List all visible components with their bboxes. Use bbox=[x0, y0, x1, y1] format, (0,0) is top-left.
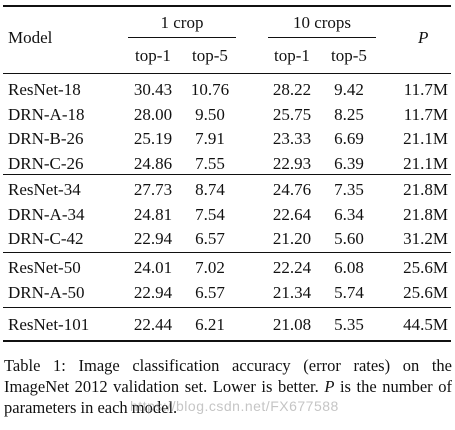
cell-1crop-top5: 6.57 bbox=[195, 282, 225, 302]
cell-params: 11.7M bbox=[403, 104, 448, 124]
table-bottom-rule bbox=[3, 340, 451, 342]
cell-model: ResNet-34 bbox=[8, 180, 81, 199]
cell-1crop-top5: 7.55 bbox=[195, 153, 225, 173]
cell-10crops-top5: 5.60 bbox=[334, 229, 364, 248]
cell-1crop-top5: 6.57 bbox=[195, 229, 225, 248]
cell-10crops-top1: 21.08 bbox=[272, 315, 312, 334]
cell-1crop-top1: 30.43 bbox=[133, 80, 173, 99]
cell-10crops-top5: 6.08 bbox=[334, 258, 364, 277]
cell-1crop-top1: 28.00 bbox=[133, 104, 173, 124]
cell-model: ResNet-101 bbox=[8, 315, 90, 334]
cell-10crops-top5: 9.42 bbox=[334, 80, 364, 99]
table-top-rule bbox=[3, 5, 451, 7]
cell-10crops-top1: 28.22 bbox=[272, 80, 312, 99]
cell-10crops-top1: 22.64 bbox=[272, 204, 312, 224]
header-group-10crops: 10 crops bbox=[292, 13, 352, 32]
cell-10crops-top1: 21.34 bbox=[272, 282, 312, 302]
cell-10crops-top5: 5.35 bbox=[334, 315, 364, 334]
group1-underline bbox=[128, 37, 236, 38]
cell-10crops-top5: 6.69 bbox=[334, 129, 364, 148]
cell-1crop-top5: 8.74 bbox=[195, 180, 225, 199]
cell-params: 21.1M bbox=[403, 153, 448, 173]
cell-1crop-top1: 22.94 bbox=[133, 282, 173, 302]
cell-model: DRN-C-26 bbox=[8, 153, 84, 173]
cell-1crop-top1: 27.73 bbox=[133, 180, 173, 199]
cell-1crop-top5: 10.76 bbox=[190, 80, 230, 99]
header-bottom-rule bbox=[3, 73, 451, 74]
cell-10crops-top1: 21.20 bbox=[272, 229, 312, 248]
header-params: P bbox=[418, 28, 429, 47]
cell-10crops-top5: 6.34 bbox=[334, 204, 364, 224]
group2-bottom-rule bbox=[3, 252, 451, 253]
cell-model: DRN-C-42 bbox=[8, 229, 84, 248]
cell-params: 44.5M bbox=[403, 315, 448, 334]
header-sub-top5-b: top-5 bbox=[331, 46, 367, 65]
cell-params: 21.8M bbox=[403, 204, 448, 224]
cell-params: 21.8M bbox=[403, 180, 448, 199]
cell-params: 25.6M bbox=[403, 282, 448, 302]
cell-10crops-top5: 8.25 bbox=[334, 104, 364, 124]
cell-1crop-top5: 6.21 bbox=[195, 315, 225, 334]
header-sub-top5-a: top-5 bbox=[192, 46, 228, 65]
cell-params: 31.2M bbox=[403, 229, 448, 248]
cell-10crops-top5: 5.74 bbox=[334, 282, 364, 302]
cell-10crops-top5: 7.35 bbox=[334, 180, 364, 199]
cell-10crops-top1: 22.24 bbox=[272, 258, 312, 277]
cell-1crop-top1: 24.01 bbox=[133, 258, 173, 277]
cell-1crop-top1: 25.19 bbox=[133, 129, 173, 148]
header-model: Model bbox=[8, 28, 53, 47]
cell-model: DRN-A-34 bbox=[8, 204, 85, 224]
cell-params: 25.6M bbox=[403, 258, 448, 277]
cell-model: ResNet-50 bbox=[8, 258, 81, 277]
cell-model: ResNet-18 bbox=[8, 80, 81, 99]
cell-10crops-top5: 6.39 bbox=[334, 153, 364, 173]
group3-bottom-rule bbox=[3, 307, 451, 308]
cell-1crop-top5: 9.50 bbox=[195, 104, 225, 124]
cell-model: DRN-B-26 bbox=[8, 129, 84, 148]
cell-10crops-top1: 22.93 bbox=[272, 153, 312, 173]
header-group-1crop: 1 crop bbox=[160, 13, 204, 32]
cell-1crop-top1: 22.44 bbox=[133, 315, 173, 334]
cell-10crops-top1: 23.33 bbox=[272, 129, 312, 148]
cell-1crop-top5: 7.91 bbox=[195, 129, 225, 148]
table-caption: Table 1: Image classification accuracy (… bbox=[4, 355, 452, 418]
cell-10crops-top1: 25.75 bbox=[272, 104, 312, 124]
cell-1crop-top1: 24.81 bbox=[133, 204, 173, 224]
cell-model: DRN-A-18 bbox=[8, 104, 85, 124]
group2-underline bbox=[268, 37, 376, 38]
cell-params: 11.7M bbox=[403, 80, 448, 99]
cell-params: 21.1M bbox=[403, 129, 448, 148]
cell-1crop-top5: 7.54 bbox=[195, 204, 225, 224]
header-sub-top1-a: top-1 bbox=[135, 46, 171, 65]
caption-text: Table 1: Image classification accuracy (… bbox=[4, 356, 452, 417]
cell-1crop-top1: 22.94 bbox=[133, 229, 173, 248]
cell-model: DRN-A-50 bbox=[8, 282, 85, 302]
group1-bottom-rule bbox=[3, 174, 451, 175]
watermark: https://blog.csdn.net/FX677588 bbox=[130, 398, 339, 414]
header-sub-top1-b: top-1 bbox=[274, 46, 310, 65]
cell-10crops-top1: 24.76 bbox=[272, 180, 312, 199]
cell-1crop-top5: 7.02 bbox=[195, 258, 225, 277]
cell-1crop-top1: 24.86 bbox=[133, 153, 173, 173]
